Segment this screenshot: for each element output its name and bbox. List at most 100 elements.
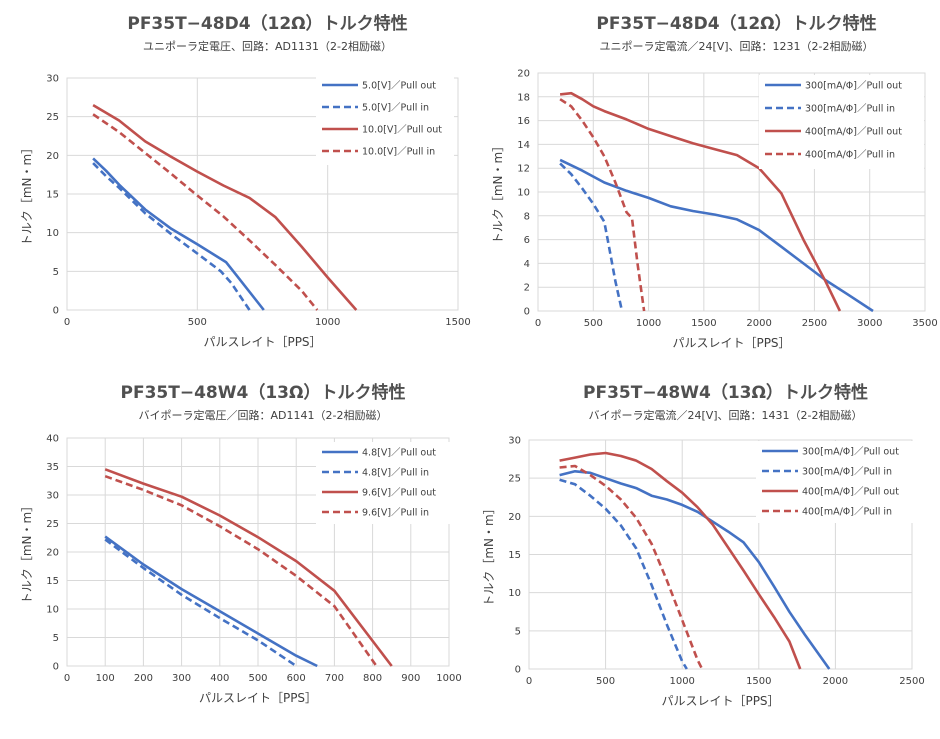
y-tick-label: 20	[517, 69, 530, 80]
legend-label: 400[mA/Φ]／Pull in	[802, 507, 892, 518]
x-tick-label: 800	[363, 673, 382, 684]
legend-background	[756, 441, 916, 523]
y-tick-label: 16	[517, 116, 530, 127]
x-tick-label: 700	[325, 673, 344, 684]
series-line-4	[104, 474, 378, 667]
y-tick-label: 12	[517, 164, 530, 175]
y-tick-label: 25	[46, 112, 59, 123]
y-tick-label: 4	[524, 259, 530, 270]
y-tick-label: 20	[508, 512, 521, 523]
x-tick-label: 1000	[636, 318, 661, 329]
chart-svg: PF35T−48W4（13Ω）トルク特性バイポーラ定電圧／回路：AD1141（2…	[20, 382, 462, 705]
y-tick-label: 15	[46, 576, 59, 587]
series-line-4	[559, 98, 646, 312]
x-tick-label: 300	[172, 673, 191, 684]
y-axis-label: トルク［mN・m］	[20, 500, 34, 604]
x-tick-label: 2500	[899, 676, 924, 687]
legend: 300[mA/Φ]／Pull out 300[mA/Φ]／Pull in 400[m…	[759, 75, 924, 169]
y-axis-label: トルク［mN・m］	[20, 142, 34, 246]
series-line-3	[559, 451, 802, 670]
y-tick-label: 18	[517, 92, 530, 103]
y-tick-label: 10	[46, 228, 59, 239]
x-tick-label: 500	[584, 318, 603, 329]
legend: 300[mA/Φ]／Pull out 300[mA/Φ]／Pull in 400[m…	[756, 441, 916, 523]
legend-background	[759, 75, 924, 169]
legend: 5.0[V]／Pull out 5.0[V]／Pull in 10.0[V]／Pul…	[316, 75, 454, 165]
legend-label: 5.0[V]／Pull in	[362, 103, 429, 114]
y-tick-label: 14	[517, 140, 530, 151]
chart-panel-4: PF35T−48W4（13Ω）トルク特性 バイポーラ定電流／24[V]、回路：14…	[470, 369, 940, 738]
chart-title: PF35T−48W4（13Ω）トルク特性	[121, 382, 406, 403]
chart-svg: PF35T−48D4（12Ω）トルク特性ユニポーラ定電圧、回路：AD1131（2…	[20, 13, 471, 349]
y-tick-label: 35	[46, 462, 59, 473]
x-tick-label: 2500	[802, 318, 827, 329]
legend-label: 4.8[V]／Pull in	[362, 468, 429, 479]
y-tick-label: 30	[46, 74, 59, 85]
y-tick-label: 30	[508, 436, 521, 447]
legend-label: 4.8[V]／Pull out	[362, 448, 436, 459]
chart-subtitle: バイポーラ定電流／24[V]、回路：1431（2-2相励磁）	[588, 408, 862, 422]
legend-label: 400[mA/Φ]／Pull out	[802, 487, 899, 498]
x-tick-label: 900	[401, 673, 420, 684]
series-line-2	[104, 538, 297, 668]
y-tick-label: 15	[508, 550, 521, 561]
y-tick-label: 5	[53, 633, 59, 644]
chart-svg: PF35T−48D4（12Ω）トルク特性ユニポーラ定電流／24[V]、回路：12…	[491, 13, 938, 350]
x-tick-label: 3000	[857, 318, 882, 329]
series-line-3	[92, 103, 358, 311]
legend-label: 400[mA/Φ]／Pull out	[805, 127, 902, 138]
series-line-4	[92, 113, 319, 311]
x-tick-label: 200	[134, 673, 153, 684]
legend-label: 300[mA/Φ]／Pull out	[805, 81, 902, 92]
y-tick-label: 10	[46, 605, 59, 616]
x-tick-label: 1500	[445, 317, 470, 328]
legend-label: 400[mA/Φ]／Pull in	[805, 150, 895, 161]
x-tick-label: 500	[596, 676, 615, 687]
y-tick-label: 5	[53, 267, 59, 278]
x-tick-label: 0	[535, 318, 541, 329]
x-tick-label: 0	[64, 317, 70, 328]
y-tick-label: 6	[524, 235, 530, 246]
y-tick-label: 10	[508, 588, 521, 599]
y-tick-label: 10	[517, 188, 530, 199]
y-tick-label: 30	[46, 491, 59, 502]
x-axis-label: パルスレイト［PPS］	[199, 691, 317, 705]
legend-label: 300[mA/Φ]／Pull in	[805, 104, 895, 115]
x-tick-label: 2000	[746, 318, 771, 329]
chart-subtitle: ユニポーラ定電圧、回路：AD1131（2-2相励磁）	[143, 39, 392, 53]
x-tick-label: 1500	[691, 318, 716, 329]
series-line-3	[559, 91, 842, 312]
y-axis-label: トルク［mN・m］	[491, 140, 505, 244]
x-axis-label: パルスレイト［PPS］	[672, 336, 790, 350]
y-tick-label: 20	[46, 151, 59, 162]
legend-label: 5.0[V]／Pull out	[362, 81, 436, 92]
x-tick-label: 100	[96, 673, 115, 684]
legend-label: 300[mA/Φ]／Pull in	[802, 467, 892, 478]
chart-title: PF35T−48D4（12Ω）トルク特性	[127, 13, 407, 34]
y-tick-label: 2	[524, 283, 530, 294]
x-tick-label: 3500	[912, 318, 937, 329]
chart-panel-2: PF35T−48D4（12Ω）トルク特性 ユニポーラ定電流／24[V]、回路：12…	[470, 0, 940, 369]
legend-label: 9.6[V]／Pull in	[362, 508, 429, 519]
x-tick-label: 400	[210, 673, 229, 684]
y-tick-label: 0	[515, 665, 521, 676]
y-axis-label: トルク［mN・m］	[482, 502, 496, 606]
chart-panel-1: PF35T−48D4（12Ω）トルク特性ユニポーラ定電圧、回路：AD1131（2…	[0, 0, 471, 369]
series-line-1	[559, 470, 831, 670]
y-tick-label: 40	[46, 434, 59, 445]
x-axis-label: パルスレイト［PPS］	[203, 335, 321, 349]
chart-panel-3: PF35T−48W4（13Ω）トルク特性バイポーラ定電圧／回路：AD1141（2…	[0, 369, 470, 738]
y-tick-label: 20	[46, 548, 59, 559]
legend-label: 300[mA/Φ]／Pull out	[802, 447, 899, 458]
chart-svg: PF35T−48W4（13Ω）トルク特性バイポーラ定電流／24[V]、回路：14…	[482, 382, 925, 708]
x-tick-label: 500	[248, 673, 267, 684]
chart-subtitle: バイポーラ定電圧／回路：AD1141（2-2相励磁）	[139, 408, 388, 422]
x-tick-label: 2000	[823, 676, 848, 687]
y-tick-label: 0	[53, 662, 59, 673]
x-tick-label: 0	[64, 673, 70, 684]
legend: 4.8[V]／Pull out 4.8[V]／Pull in 9.6[V]／Pull…	[316, 442, 454, 524]
x-tick-label: 500	[188, 317, 207, 328]
series-line-1	[559, 158, 874, 313]
y-tick-label: 0	[53, 306, 59, 317]
x-tick-label: 0	[526, 676, 532, 687]
